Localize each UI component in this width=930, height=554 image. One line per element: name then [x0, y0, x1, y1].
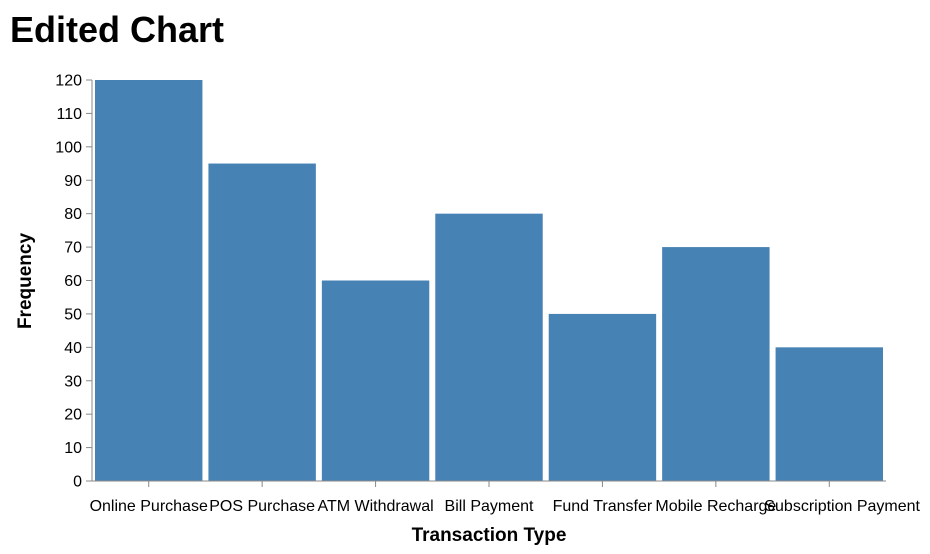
bar-bill-payment — [435, 214, 542, 481]
x-tick-label: Subscription Payment — [764, 498, 920, 515]
x-tick-label: Fund Transfer — [553, 498, 653, 515]
y-tick-label: 80 — [64, 206, 82, 223]
x-axis: Online Purchase POS Purchase ATM Withdrawa… — [90, 481, 921, 515]
bars-group — [95, 80, 883, 481]
bar-pos-purchase — [208, 164, 315, 481]
y-tick-label: 90 — [64, 173, 82, 190]
y-tick-label: 10 — [64, 440, 82, 457]
x-tick-label: Online Purchase — [90, 498, 208, 515]
y-axis-title: Frequency — [15, 233, 36, 330]
x-tick-label: Mobile Recharge — [655, 498, 776, 515]
bar-mobile-recharge — [662, 247, 769, 481]
x-tick-label: POS Purchase — [209, 498, 315, 515]
y-tick-label: 100 — [55, 139, 82, 156]
bar-fund-transfer — [549, 314, 656, 481]
bar-subscription-payment — [776, 347, 883, 481]
y-tick-label: 0 — [73, 474, 82, 491]
y-tick-label: 110 — [56, 106, 82, 123]
chart-title: Edited Chart — [10, 9, 224, 50]
y-tick-label: 60 — [64, 273, 82, 290]
x-tick-label: ATM Withdrawal — [317, 498, 433, 515]
x-tick-label: Bill Payment — [445, 498, 534, 515]
y-tick-label: 70 — [64, 240, 82, 257]
bar-online-purchase — [95, 80, 202, 481]
y-tick-label: 120 — [55, 73, 82, 90]
y-tick-label: 50 — [64, 306, 82, 323]
y-tick-label: 40 — [64, 340, 82, 357]
x-axis-title: Transaction Type — [412, 525, 567, 546]
y-tick-label: 20 — [64, 407, 82, 424]
y-axis: 0 10 20 30 40 50 60 70 80 90 100 110 120 — [55, 73, 92, 491]
y-tick-label: 30 — [64, 373, 82, 390]
bar-atm-withdrawal — [322, 281, 429, 482]
